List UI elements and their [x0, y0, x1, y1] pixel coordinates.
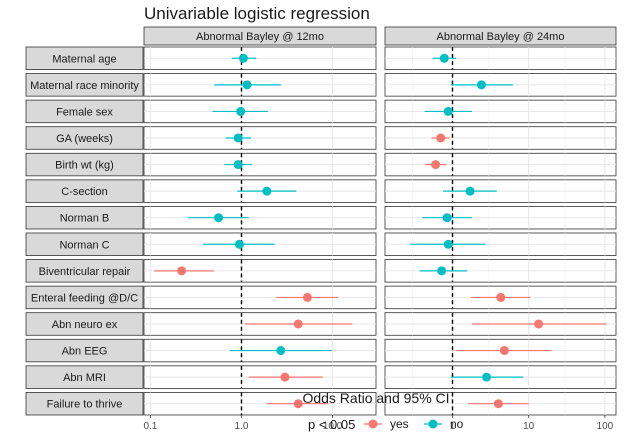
legend-title: p < 0.05	[308, 417, 355, 432]
legend-yes-label: yes	[390, 417, 409, 431]
row-strip	[25, 152, 144, 177]
or-point	[293, 399, 303, 409]
plot-area: Abnormal Bayley @ 12mo 0.1 1.0 10.0 Abnormal…	[25, 26, 617, 432]
row-label: Failure to thrive	[47, 399, 123, 411]
row-strip	[25, 232, 144, 256]
row-label: Abn MRI	[63, 372, 106, 384]
row-strip	[25, 126, 144, 150]
or-point	[242, 80, 252, 90]
or-point	[234, 239, 244, 249]
row-label: Abn neuro ex	[52, 319, 118, 331]
or-point	[233, 133, 243, 143]
or-point	[238, 53, 248, 63]
row-label: C-section	[61, 186, 107, 198]
legend-no-marker	[428, 419, 438, 429]
or-point	[293, 319, 303, 329]
or-point	[476, 80, 486, 90]
row-strip	[25, 99, 144, 124]
or-point	[482, 372, 492, 382]
x-axis-title: Odds Ratio and 95% CI	[302, 390, 449, 406]
or-point	[233, 160, 243, 170]
row-strip	[25, 259, 144, 283]
row-label: Norman C	[59, 239, 109, 251]
x-tick-label: 100	[597, 421, 614, 432]
or-point	[439, 53, 449, 63]
panel-strip-title: Abnormal Bayley @ 24mo	[437, 31, 565, 43]
or-point	[236, 106, 246, 116]
or-point	[214, 213, 224, 223]
x-tick-label: 0.1	[143, 421, 157, 432]
legend-no-label: no	[450, 417, 464, 431]
row-strip	[25, 179, 144, 203]
row-label: Biventricular repair	[39, 266, 131, 278]
or-point	[437, 266, 447, 276]
row-label: Maternal age	[52, 53, 116, 65]
legend-yes-marker	[368, 419, 378, 429]
x-tick-label: 10.0	[323, 421, 343, 432]
or-point	[465, 186, 475, 196]
x-tick-label: 1	[450, 421, 456, 432]
or-point	[431, 160, 441, 170]
row-strip	[25, 338, 144, 363]
panel-strip	[384, 26, 617, 46]
row-strip	[25, 46, 144, 70]
legend: p < 0.05 yes no	[308, 417, 464, 432]
or-point	[442, 213, 452, 223]
panel-strip	[143, 26, 377, 46]
or-point	[436, 133, 446, 143]
or-point	[443, 239, 453, 249]
chart-title: Univariable logistic regression	[144, 4, 370, 23]
or-point	[302, 292, 312, 302]
row-strip	[25, 392, 144, 416]
or-point	[493, 399, 503, 409]
panel-strip-title: Abnormal Bayley @ 12mo	[196, 31, 324, 43]
row-label: Abn EEG	[62, 346, 108, 358]
row-strip	[25, 285, 144, 310]
row-label: Maternal race minority	[30, 80, 139, 92]
row-label: Norman B	[60, 213, 110, 225]
or-point	[276, 346, 286, 356]
row-label: Female sex	[56, 106, 113, 118]
or-point	[443, 106, 453, 116]
row-label: GA (weeks)	[56, 133, 113, 145]
or-point	[534, 319, 544, 329]
or-point	[177, 266, 187, 276]
or-point	[280, 372, 290, 382]
row-strip	[25, 365, 144, 389]
row-strip	[25, 73, 144, 97]
or-point	[499, 346, 509, 356]
row-label: Enteral feeding @D/C	[31, 292, 138, 304]
row-strip	[25, 206, 144, 230]
or-point	[262, 186, 272, 196]
or-point	[496, 292, 506, 302]
x-tick-label: 10	[523, 421, 535, 432]
row-strip	[25, 312, 144, 336]
x-tick-label: 1.0	[235, 421, 249, 432]
row-label: Birth wt (kg)	[55, 160, 114, 172]
